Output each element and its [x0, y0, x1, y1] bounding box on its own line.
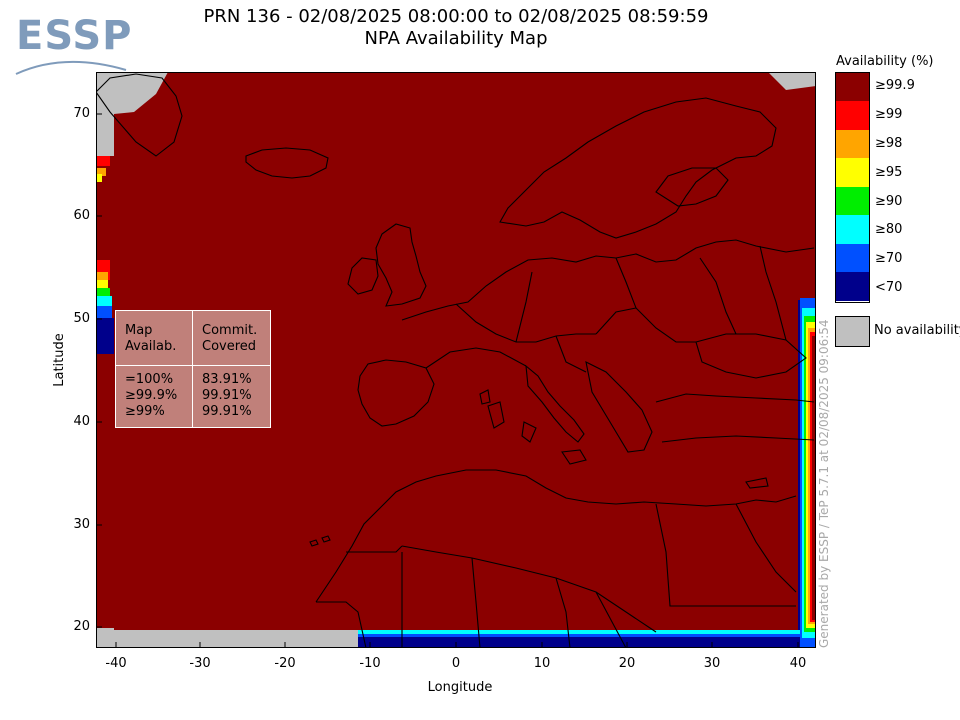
legend-swatch	[836, 272, 869, 301]
legend-label: ≥99.9	[875, 78, 915, 93]
y-tick-30: 30	[73, 517, 90, 532]
legend-label: ≥80	[875, 222, 903, 237]
availability-high-region	[96, 72, 816, 648]
row-value: 83.91%	[202, 372, 252, 387]
col1-header-line2: Availab.	[125, 339, 177, 354]
y-tick-20: 20	[73, 619, 90, 634]
y-tick-60: 60	[73, 208, 90, 223]
y-tick-40: 40	[73, 414, 90, 429]
no-availability-label: No availability	[874, 323, 960, 338]
legend-label: ≥90	[875, 194, 903, 209]
row-labels: =100% ≥99.9% ≥99%	[125, 372, 177, 420]
y-axis-title: Latitude	[52, 330, 67, 390]
col1-header: Map Availab.	[125, 323, 176, 355]
col1-header-line1: Map	[125, 323, 153, 338]
coastlines	[96, 73, 815, 648]
table-divider-horizontal	[116, 365, 270, 366]
row-values: 83.91% 99.91% 99.91%	[202, 372, 252, 420]
generated-by-credit: Generated by ESSP / TeP 5.7.1 at 02/08/2…	[817, 319, 831, 648]
row-value: 99.91%	[202, 404, 252, 419]
east-edge-degraded	[798, 298, 816, 648]
legend-swatch	[836, 130, 869, 159]
legend-swatch	[836, 158, 869, 187]
x-tick-40: 40	[789, 656, 807, 671]
row-label: ≥99%	[125, 404, 165, 419]
x-tick-neg30: -30	[189, 656, 211, 671]
map-title: PRN 136 - 02/08/2025 08:00:00 to 02/08/2…	[96, 6, 816, 50]
logo-text: ESSP	[16, 13, 133, 59]
x-tick-30: 30	[703, 656, 721, 671]
legend-title: Availability (%)	[836, 54, 934, 69]
south-edge-degraded	[358, 630, 800, 648]
legend-label: ≥95	[875, 165, 903, 180]
col2-header-line1: Commit.	[202, 323, 258, 338]
title-line-1: PRN 136 - 02/08/2025 08:00:00 to 02/08/2…	[203, 6, 709, 27]
x-axis-title: Longitude	[427, 680, 493, 695]
table-divider-vertical	[192, 311, 193, 427]
west-edge-degraded	[96, 156, 114, 354]
no-availability-swatch	[835, 316, 870, 347]
row-label: =100%	[125, 372, 174, 387]
essp-logo: ESSP	[14, 14, 134, 78]
availability-map	[96, 72, 816, 648]
legend-label: ≥99	[875, 107, 903, 122]
y-tick-50: 50	[73, 311, 90, 326]
legend-swatch	[836, 187, 869, 216]
legend-frame	[835, 72, 870, 303]
legend-swatch	[836, 244, 869, 273]
x-tick-neg20: -20	[274, 656, 296, 671]
legend-swatch	[836, 215, 869, 244]
x-tick-neg40: -40	[105, 656, 127, 671]
logo-swoosh-icon	[15, 60, 127, 75]
x-tick-20: 20	[618, 656, 636, 671]
x-tick-0: 0	[451, 656, 461, 671]
map-frame	[96, 72, 816, 648]
legend-label: ≥98	[875, 136, 903, 151]
y-tick-70: 70	[73, 106, 90, 121]
row-value: 99.91%	[202, 388, 252, 403]
x-tick-neg10: -10	[359, 656, 381, 671]
col2-header: Commit. Covered	[202, 323, 257, 355]
col2-header-line2: Covered	[202, 339, 257, 354]
legend-swatch	[836, 101, 869, 130]
title-line-2: NPA Availability Map	[364, 28, 548, 49]
x-tick-10: 10	[533, 656, 551, 671]
legend-label: <70	[875, 280, 903, 295]
y-axis-title-text: Latitude	[52, 333, 67, 387]
legend-swatch	[836, 73, 869, 102]
legend-label: ≥70	[875, 251, 903, 266]
row-label: ≥99.9%	[125, 388, 178, 403]
statistics-table: Map Availab. Commit. Covered =100% ≥99.9…	[115, 310, 271, 428]
